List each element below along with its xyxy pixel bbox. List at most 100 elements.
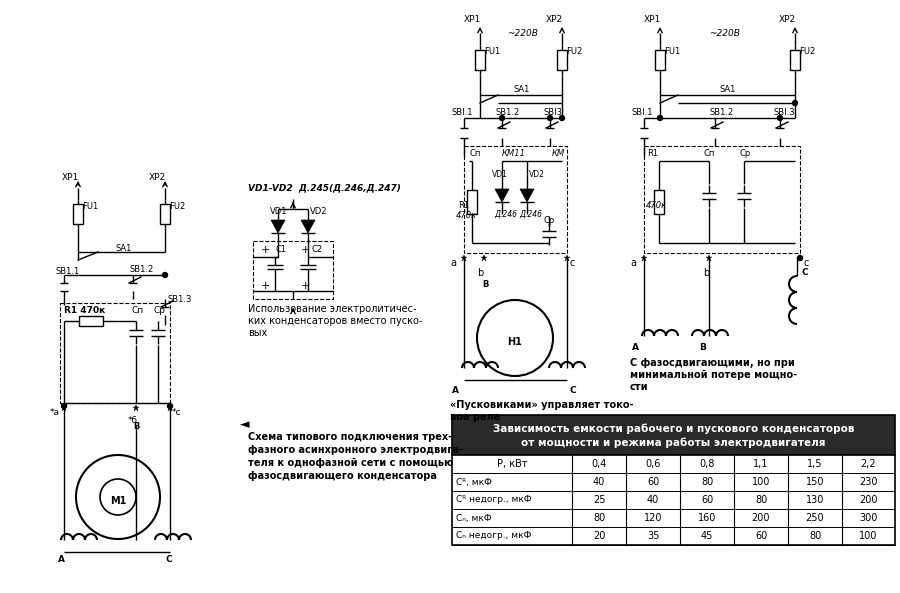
Text: Cᴿ недогр., мкФ: Cᴿ недогр., мкФ: [456, 496, 532, 505]
Text: 1,1: 1,1: [753, 459, 769, 469]
Text: 470к: 470к: [456, 211, 477, 220]
Text: 35: 35: [647, 531, 659, 541]
Text: SA1: SA1: [719, 85, 735, 94]
Text: вое реле: вое реле: [450, 412, 500, 422]
Polygon shape: [495, 189, 509, 202]
Text: Cₙ, мкФ: Cₙ, мкФ: [456, 514, 491, 522]
Text: 80: 80: [593, 513, 605, 523]
Bar: [644, 146, 800, 253]
Polygon shape: [301, 220, 315, 233]
Text: VD1: VD1: [492, 170, 508, 179]
Text: ~220В: ~220В: [709, 29, 740, 38]
Text: FU2: FU2: [169, 202, 185, 211]
Bar: [73, 204, 83, 224]
Text: 160: 160: [698, 513, 716, 523]
Bar: [467, 190, 477, 214]
Text: SBI.1: SBI.1: [452, 108, 473, 117]
Text: 80: 80: [701, 477, 713, 487]
Text: Схема типового подключения трех-: Схема типового подключения трех-: [248, 432, 452, 442]
Circle shape: [547, 116, 553, 120]
Text: XP2: XP2: [545, 15, 562, 24]
Text: сти: сти: [630, 382, 649, 392]
Circle shape: [658, 116, 662, 120]
Text: SB1.2: SB1.2: [496, 108, 520, 117]
Text: ~220В: ~220В: [507, 29, 538, 38]
Text: SB1.3: SB1.3: [167, 295, 192, 304]
Text: c: c: [570, 258, 575, 268]
Text: Ср: Ср: [544, 216, 555, 225]
Text: SB1.1: SB1.1: [56, 267, 80, 276]
Text: C: C: [801, 268, 807, 277]
Text: XP2: XP2: [778, 15, 796, 24]
Text: 80: 80: [809, 531, 821, 541]
Text: КМ: КМ: [552, 149, 565, 158]
Text: SBI.3: SBI.3: [774, 108, 796, 117]
Bar: [452, 455, 895, 545]
Text: 200: 200: [752, 513, 770, 523]
Text: 40: 40: [593, 477, 605, 487]
Text: C: C: [165, 555, 172, 564]
Text: SBI.1: SBI.1: [632, 108, 653, 117]
Bar: [557, 50, 567, 70]
Circle shape: [61, 403, 67, 409]
Text: B: B: [482, 280, 489, 289]
Text: FU2: FU2: [799, 47, 815, 56]
Text: 0,8: 0,8: [699, 459, 715, 469]
Text: B: B: [133, 422, 140, 431]
Text: Использование электролитичес-: Использование электролитичес-: [248, 304, 417, 314]
Polygon shape: [520, 189, 534, 202]
Bar: [655, 50, 665, 70]
Text: от мощности и режима работы электродвигателя: от мощности и режима работы электродвига…: [521, 438, 826, 448]
Text: *c: *c: [172, 408, 182, 417]
Bar: [60, 303, 170, 403]
Text: 100: 100: [752, 477, 770, 487]
Bar: [253, 241, 333, 299]
Text: 20: 20: [593, 531, 605, 541]
Text: M1: M1: [110, 496, 126, 506]
Text: a: a: [630, 258, 636, 268]
Text: VD1: VD1: [270, 207, 287, 216]
Text: 40: 40: [647, 495, 659, 505]
Text: R1: R1: [647, 149, 658, 158]
Text: 200: 200: [860, 495, 878, 505]
Bar: [160, 204, 170, 224]
Text: SB1.2: SB1.2: [130, 265, 154, 274]
Text: XP1: XP1: [61, 173, 78, 182]
Text: b: b: [477, 268, 483, 278]
Circle shape: [500, 116, 505, 120]
Text: XP1: XP1: [644, 15, 661, 24]
Text: FU1: FU1: [664, 47, 680, 56]
Text: 60: 60: [701, 495, 713, 505]
Bar: [79, 316, 103, 326]
Text: Зависимость емкости рабочего и пускового конденсаторов: Зависимость емкости рабочего и пускового…: [493, 424, 854, 434]
Text: R1 470к: R1 470к: [64, 306, 105, 315]
Text: VD2: VD2: [310, 207, 328, 216]
Text: 250: 250: [806, 513, 824, 523]
Text: 470к: 470к: [646, 201, 667, 210]
Text: Cр: Cр: [739, 149, 751, 158]
Text: *a: *a: [50, 408, 60, 417]
Bar: [654, 190, 664, 214]
Text: 25: 25: [593, 495, 605, 505]
Text: 300: 300: [860, 513, 878, 523]
Text: КМ11: КМ11: [502, 149, 526, 158]
Text: c: c: [803, 258, 808, 268]
Circle shape: [797, 256, 803, 260]
Text: 60: 60: [647, 477, 659, 487]
Text: Cₙ недогр., мкФ: Cₙ недогр., мкФ: [456, 531, 531, 540]
Text: +: +: [301, 281, 310, 291]
Text: Cᴿ, мкФ: Cᴿ, мкФ: [456, 477, 492, 486]
Text: C: C: [569, 386, 576, 395]
Text: Cр: Cр: [153, 306, 165, 315]
Bar: [464, 146, 567, 253]
Text: +: +: [301, 245, 310, 255]
Circle shape: [778, 116, 782, 120]
Text: VD2: VD2: [529, 170, 544, 179]
Text: A: A: [452, 386, 459, 395]
Circle shape: [560, 116, 564, 120]
Circle shape: [163, 273, 167, 278]
Bar: [452, 415, 895, 455]
Text: ◄: ◄: [240, 418, 249, 431]
Text: B: B: [699, 343, 706, 352]
Text: FU1: FU1: [82, 202, 98, 211]
